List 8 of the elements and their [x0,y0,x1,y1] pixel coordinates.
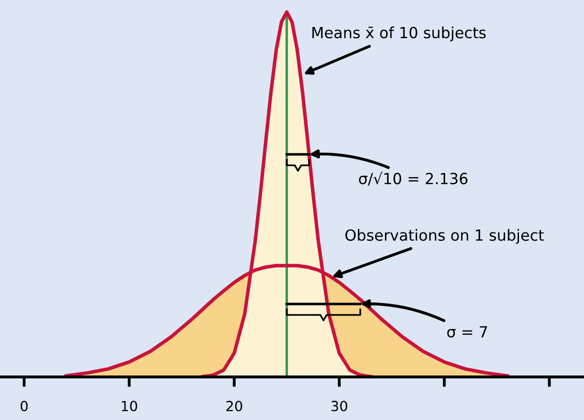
x-tick-label: 20 [226,400,242,412]
x-tick-label: 30 [331,400,348,412]
annotation: σ = 7 [447,326,488,338]
annotation: Observations on 1 subject [345,229,544,244]
annotation: σ/√10 = 2.136 [359,172,468,186]
annotation: Means x̄ of 10 subjects [312,26,486,42]
x-tick-label: 0 [20,400,28,412]
x-tick-label: 10 [122,400,138,412]
